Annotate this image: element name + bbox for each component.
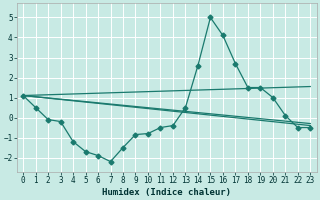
X-axis label: Humidex (Indice chaleur): Humidex (Indice chaleur): [102, 188, 231, 197]
